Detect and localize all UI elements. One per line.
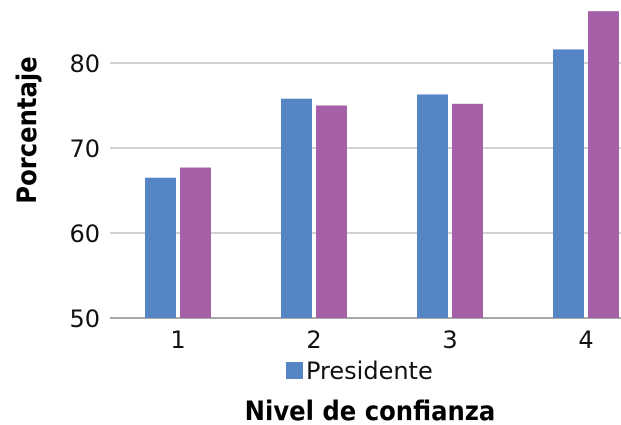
- y-tick-labels: 50 60 70 80: [69, 50, 100, 333]
- legend: Presidente: [286, 357, 433, 385]
- bar-series1-cat-4: [553, 49, 584, 319]
- x-tick-label: 1: [170, 326, 185, 354]
- bar-series2-cat-2: [316, 105, 347, 318]
- bars: [145, 11, 619, 319]
- y-tick-label: 60: [69, 220, 100, 248]
- bar-series2-cat-3: [452, 103, 483, 318]
- legend-label-1: Presidente: [306, 357, 433, 385]
- bar-series1-cat-2: [281, 98, 312, 318]
- bar-series2-cat-1: [180, 167, 211, 318]
- x-tick-label: 3: [442, 326, 457, 354]
- x-tick-labels: 1 2 3 4: [170, 326, 593, 354]
- x-axis-title: Nivel de confianza: [245, 396, 496, 425]
- legend-swatch-1: [286, 362, 303, 379]
- bar-series1-cat-3: [417, 94, 448, 318]
- y-tick-label: 70: [69, 135, 100, 163]
- y-tick-label: 50: [69, 305, 100, 333]
- y-axis-title: Porcentaje: [12, 56, 43, 203]
- bar-series2-cat-4: [588, 11, 619, 319]
- x-tick-label: 4: [578, 326, 593, 354]
- bar-series1-cat-1: [145, 177, 176, 318]
- y-tick-label: 80: [69, 50, 100, 78]
- x-tick-label: 2: [306, 326, 321, 354]
